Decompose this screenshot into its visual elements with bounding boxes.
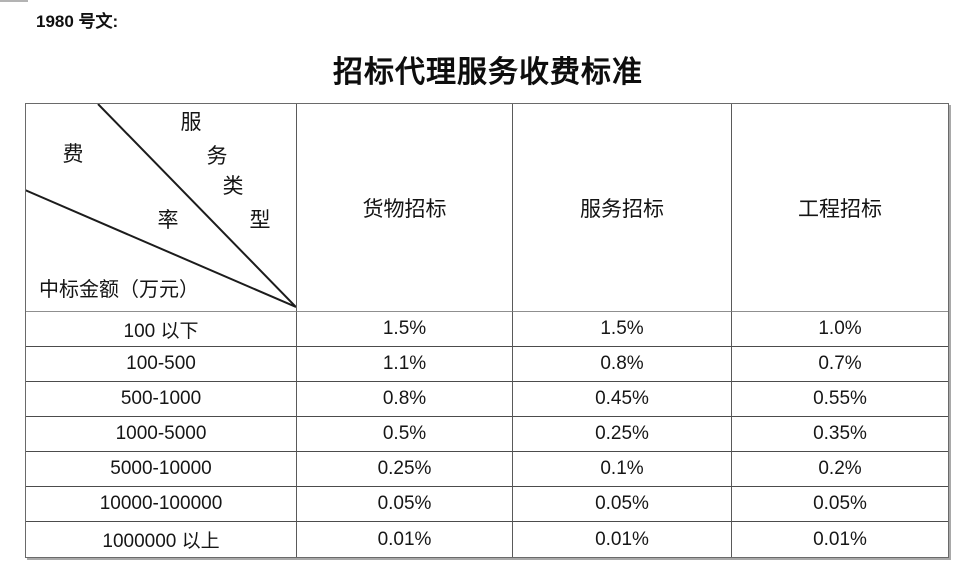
column-header-service: 服务招标 (513, 104, 732, 312)
row-label: 500-1000 (26, 382, 297, 417)
row-label: 1000000 以上 (26, 522, 297, 557)
corner-service-type-char: 服 (180, 110, 202, 134)
page-title: 招标代理服务收费标准 (333, 56, 643, 89)
doc-ref-label: 1980 号文: (36, 12, 119, 31)
rate-cell: 0.01% (813, 528, 867, 550)
rate-cell: 1.1% (297, 347, 513, 382)
corner-fee-rate-char: 费 (62, 142, 84, 166)
rate-cell: 0.2% (732, 452, 948, 487)
rate-cell: 0.01% (297, 522, 513, 557)
rate-cell: 0.05% (513, 487, 732, 522)
table-corner-cell: 费 率 服 务 类 型 中标金额（万元） (26, 104, 297, 312)
rate-cell: 0.05% (732, 487, 948, 522)
rate-cell: 0.55% (732, 382, 948, 417)
rate-cell: 1.0% (732, 312, 948, 347)
rate-cell: 0.01% (513, 522, 732, 557)
rate-cell: 0.45% (513, 382, 732, 417)
rate-cell: 1.5% (513, 312, 732, 347)
row-label: 1000-5000 (26, 417, 297, 452)
corner-amount-label: 中标金额（万元） (39, 279, 199, 301)
corner-fee-rate-char: 率 (157, 208, 179, 232)
scan-edge-artifact (0, 0, 28, 2)
fee-table: 费 率 服 务 类 型 中标金额（万元） 货物招标 服务招标 工程招标 100 … (25, 103, 949, 558)
rate-cell: 0.5% (297, 417, 513, 452)
row-label: 100-500 (26, 347, 297, 382)
column-header-goods: 货物招标 (297, 104, 513, 312)
corner-service-type-char: 务 (206, 144, 228, 168)
rate-cell: 1.5% (297, 312, 513, 347)
row-label: 10000-100000 (26, 487, 297, 522)
rate-cell: 0.7% (732, 347, 948, 382)
rate-cell: 0.1% (513, 452, 732, 487)
rate-cell: 0.8% (297, 382, 513, 417)
rate-cell: 0.35% (732, 417, 948, 452)
rate-cell: 0.25% (297, 452, 513, 487)
row-label: 100 以下 (26, 312, 297, 347)
corner-service-type-char: 型 (249, 208, 271, 232)
corner-service-type-char: 类 (222, 174, 244, 198)
rate-cell: 0.25% (513, 417, 732, 452)
rate-cell: 0.05% (297, 487, 513, 522)
diagonal-divider-lines (26, 104, 296, 308)
rate-cell: 0.8% (513, 347, 732, 382)
row-label: 5000-10000 (26, 452, 297, 487)
column-header-engineering: 工程招标 (732, 104, 948, 312)
